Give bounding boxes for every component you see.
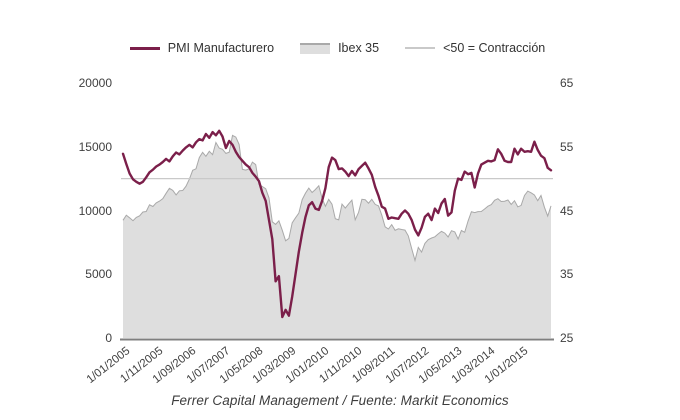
y-axis-left-tick-label: 0: [105, 331, 112, 345]
ibex-area: [123, 135, 551, 338]
ibex-area-swatch-icon: [300, 42, 331, 54]
ibex-area-outline: [122, 134, 552, 263]
y-axis-left-tick-label: 15000: [78, 139, 112, 154]
y-axis-right-tick-label: 65: [560, 76, 574, 90]
y-axis-right-tick-label: 25: [560, 331, 574, 345]
y-axis-right-tick-label: 35: [560, 267, 574, 282]
y-axis-right-tick-label: 55: [560, 139, 574, 154]
legend-item-pmi: PMI Manufacturero: [129, 41, 275, 55]
contraction-line-swatch-icon: [405, 47, 436, 49]
legend: PMI Manufacturero Ibex 35 <50 = Contracc…: [100, 39, 575, 57]
legend-label-ibex: Ibex 35: [338, 41, 380, 55]
legend-item-contraction: <50 = Contracción: [405, 41, 545, 55]
legend-item-ibex: Ibex 35: [300, 41, 379, 55]
pmi-line: [121, 129, 553, 319]
legend-label-pmi: PMI Manufacturero: [167, 41, 275, 55]
y-axis-left-tick-label: 5000: [85, 267, 112, 282]
y-axis-right-tick-label: 45: [560, 203, 574, 218]
pmi-line-swatch-icon: [129, 46, 160, 50]
source-caption: Ferrer Capital Management / Fuente: Mark…: [171, 393, 509, 408]
legend-label-contraction: <50 = Contracción: [443, 41, 546, 55]
y-axis-left-tick-label: 20000: [78, 76, 112, 90]
y-axis-left-tick-label: 10000: [78, 203, 112, 218]
